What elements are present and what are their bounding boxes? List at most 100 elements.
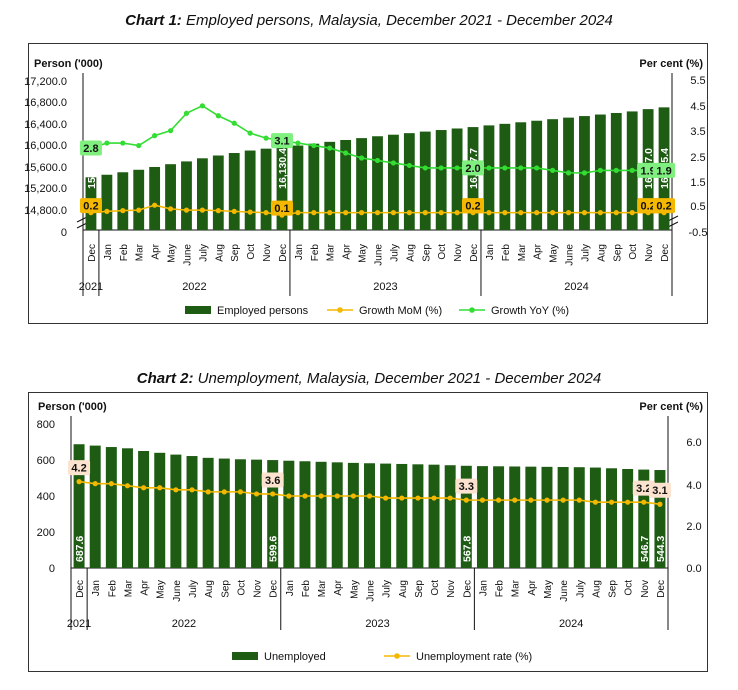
right-tick-label: 0.0 xyxy=(686,563,701,575)
category-label: Jan xyxy=(285,580,296,596)
category-label: July xyxy=(188,580,199,598)
line-point-2-33 xyxy=(613,167,619,173)
line-point-1-8 xyxy=(205,489,211,495)
chart1-title-prefix: Chart 1: xyxy=(125,12,182,29)
line-point-1-25 xyxy=(486,210,492,216)
mom_labels-box xyxy=(653,198,676,214)
mom_labels-box xyxy=(462,198,485,214)
bar-36 xyxy=(654,470,666,568)
category-label: Feb xyxy=(119,244,130,262)
category-label: Feb xyxy=(495,580,506,598)
line-point-1-23 xyxy=(447,495,453,501)
year-label: 2024 xyxy=(559,618,583,630)
category-label: Dec xyxy=(462,580,473,598)
line-point-1-20 xyxy=(406,210,412,216)
line-point-1-11 xyxy=(253,491,260,497)
bar-1 xyxy=(89,445,101,568)
line-point-1-23 xyxy=(454,210,460,216)
yoy_labels-box xyxy=(462,160,485,176)
bar-29 xyxy=(541,466,553,568)
category-label: Dec xyxy=(660,244,671,262)
line-point-2-28 xyxy=(534,165,540,171)
category-label: Mar xyxy=(317,579,328,597)
left-axis-title: Person ('000) xyxy=(38,401,107,413)
line-point-1-1 xyxy=(104,208,110,214)
line-point-1-4 xyxy=(152,202,158,208)
line-point-2-26 xyxy=(502,165,508,171)
rate_labels-box xyxy=(68,460,91,476)
line-point-2-25 xyxy=(486,165,492,171)
line-point-1-14 xyxy=(302,493,308,499)
yoy_labels-box xyxy=(79,140,102,156)
line-point-2-11 xyxy=(263,135,269,141)
bar-22 xyxy=(428,464,440,568)
right-tick-label: 6.0 xyxy=(686,437,701,449)
category-label: July xyxy=(580,244,591,262)
line-point-1-13 xyxy=(295,210,301,216)
bar-8 xyxy=(212,155,224,230)
bar-5 xyxy=(154,452,166,568)
line-point-1-34 xyxy=(625,499,631,505)
line-point-2-21 xyxy=(422,165,428,171)
right-tick-label: 4.0 xyxy=(686,480,701,492)
legend-label: Employed persons xyxy=(217,305,309,317)
category-label: Mar xyxy=(135,243,146,261)
line-point-1-0 xyxy=(76,479,82,485)
category-label: Oct xyxy=(246,244,257,260)
line-point-1-17 xyxy=(350,493,356,499)
bar-4 xyxy=(138,451,150,568)
bar-34 xyxy=(622,469,634,568)
bar-24 xyxy=(460,465,472,568)
line-point-2-17 xyxy=(358,155,365,161)
year-label: 2023 xyxy=(365,618,389,630)
bar-31 xyxy=(573,467,585,568)
right-tick-label: 2.0 xyxy=(686,521,701,533)
legend-swatch-dot xyxy=(337,307,343,313)
bar-12 xyxy=(267,460,279,568)
line-point-1-21 xyxy=(415,495,421,501)
category-label: Oct xyxy=(236,580,247,596)
bar-9 xyxy=(228,153,240,230)
bar-13 xyxy=(292,145,304,230)
bar-5 xyxy=(165,164,176,230)
right-tick-label: 4.5 xyxy=(690,101,705,113)
rate_labels-text: 3.6 xyxy=(265,475,280,487)
category-label: Apr xyxy=(342,243,353,259)
category-label: Dec xyxy=(278,244,289,262)
bar-23 xyxy=(451,128,463,230)
category-label: June xyxy=(172,580,183,602)
bar-28 xyxy=(531,120,543,230)
bar-19 xyxy=(388,134,399,230)
line-point-1-5 xyxy=(157,485,163,491)
bar-4 xyxy=(149,166,161,230)
category-label: June xyxy=(559,580,570,602)
category-label: Oct xyxy=(628,244,639,260)
bar-28 xyxy=(525,466,537,568)
line-point-1-21 xyxy=(422,210,428,216)
category-label: May xyxy=(156,580,167,599)
category-label: July xyxy=(382,580,393,598)
line-point-1-16 xyxy=(343,210,349,216)
category-label: Sep xyxy=(230,244,241,262)
line-point-1-27 xyxy=(512,497,518,503)
bar-14 xyxy=(308,143,320,230)
left-tick-label: 15,600.0 xyxy=(24,162,67,174)
line-point-2-13 xyxy=(295,140,301,146)
line-point-2-10 xyxy=(247,130,253,136)
line-point-1-26 xyxy=(502,210,508,216)
left-tick-label: 0 xyxy=(61,227,67,239)
bar-value-label: 544.3 xyxy=(655,536,667,562)
line-point-2-30 xyxy=(565,170,572,176)
line-point-1-6 xyxy=(173,487,179,493)
line-point-2-27 xyxy=(518,165,524,171)
category-label: Aug xyxy=(204,580,215,598)
bar-0 xyxy=(73,444,85,568)
left-tick-label: 16,800.0 xyxy=(24,97,67,109)
line-point-2-19 xyxy=(390,160,397,166)
bar-7 xyxy=(186,456,198,568)
line-point-1-17 xyxy=(358,210,365,216)
yoy_labels-box xyxy=(653,162,676,178)
left-axis-title: Person ('000) xyxy=(34,58,103,70)
category-label: Nov xyxy=(640,580,651,598)
category-label: Mar xyxy=(517,243,528,261)
